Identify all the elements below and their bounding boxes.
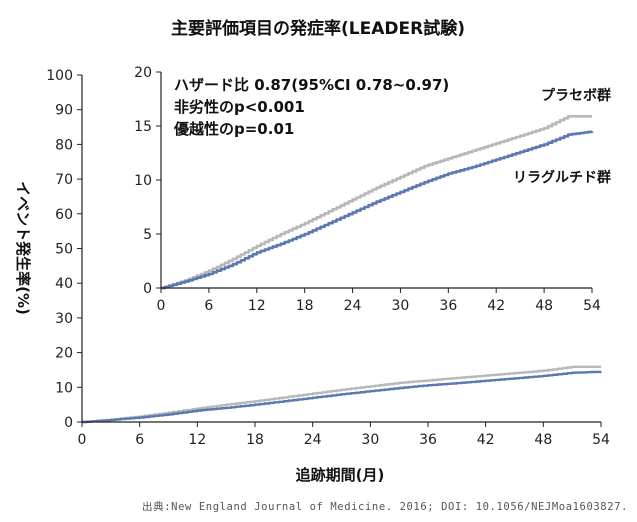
x-axis-label: 追跡期間(月) <box>296 466 385 484</box>
inset-x-tick-label: 6 <box>204 298 213 314</box>
inset-x-tick-label: 30 <box>392 298 410 314</box>
main-x-tick-label: 12 <box>188 432 206 448</box>
chart-title: 主要評価項目の発症率(LEADER試験) <box>171 18 465 39</box>
inset-x-tick-label: 48 <box>535 298 553 314</box>
inset-x-tick-label: 24 <box>344 298 362 314</box>
legend-placebo: プラセボ群 <box>541 87 611 104</box>
main-x-tick-label: 0 <box>78 432 87 448</box>
main-y-tick-label: 70 <box>55 172 73 188</box>
main-series-line-1 <box>82 370 603 424</box>
inset-y-tick-label: 20 <box>134 65 152 81</box>
main-y-tick-label: 50 <box>55 242 73 258</box>
inset-x-ticks: 0 6 12 18 24 30 36 42 48 54 <box>157 288 601 314</box>
inset-background <box>161 70 595 290</box>
superiority-annotation: 優越性のp=0.01 <box>173 120 294 138</box>
noninferiority-annotation: 非劣性のp<0.001 <box>174 98 305 116</box>
main-x-tick-label: 18 <box>246 432 264 448</box>
main-panel: 0 6 12 18 24 30 36 42 48 54 010203040506070809010… <box>14 68 610 484</box>
main-y-tick-label: 40 <box>55 276 73 292</box>
main-x-tick-label: 36 <box>419 432 437 448</box>
main-y-ticks: 0 10 20 30 40 50 60 70 80 90 100 <box>46 68 82 431</box>
main-y-tick-label: 60 <box>55 207 73 223</box>
main-x-tick-label: 6 <box>135 432 144 448</box>
inset-series-line-0 <box>161 115 592 290</box>
main-x-tick-label: 42 <box>477 432 495 448</box>
main-y-tick-label: 30 <box>55 311 73 327</box>
main-x-ticks: 0 6 12 18 24 30 36 42 48 54 <box>78 422 610 448</box>
main-x-tick-label: 30 <box>361 432 379 448</box>
inset-y-tick-label: 10 <box>134 173 152 189</box>
y-axis-label: イベント発生率(%) <box>14 181 32 315</box>
main-x-tick-label: 54 <box>592 432 610 448</box>
inset-x-tick-label: 12 <box>248 298 266 314</box>
main-y-tick-label: 80 <box>55 137 73 153</box>
main-y-tick-label: 20 <box>55 346 73 362</box>
inset-x-tick-label: 54 <box>583 298 601 314</box>
inset-y-tick-label: 5 <box>143 227 152 243</box>
main-series-group <box>82 365 603 424</box>
inset-panel: 0 6 12 18 24 30 36 42 48 54 0 5 10 15 20 ハザード比 0.87(9… <box>134 65 611 314</box>
main-y-tick-label: 90 <box>55 103 73 119</box>
main-x-tick-label: 48 <box>534 432 552 448</box>
main-x-tick-label: 24 <box>304 432 322 448</box>
legend-liraglutide: リラグルチド群 <box>513 169 611 186</box>
hazard-ratio-annotation: ハザード比 0.87(95%CI 0.78~0.97) <box>174 76 449 94</box>
source-citation: 出典:New England Journal of Medicine. 2016… <box>142 500 628 513</box>
main-y-tick-label: 10 <box>55 380 73 396</box>
inset-y-ticks: 0 5 10 15 20 <box>134 65 161 297</box>
main-y-tick-label: 0 <box>64 415 73 431</box>
inset-y-tick-label: 0 <box>143 281 152 297</box>
inset-x-tick-label: 36 <box>439 298 457 314</box>
inset-series-group <box>161 115 594 290</box>
inset-x-tick-label: 42 <box>487 298 505 314</box>
inset-series-line-1 <box>161 130 594 290</box>
inset-x-tick-label: 18 <box>296 298 314 314</box>
main-y-tick-label: 100 <box>46 68 73 84</box>
inset-x-tick-label: 0 <box>157 298 166 314</box>
inset-y-tick-label: 15 <box>134 119 152 135</box>
